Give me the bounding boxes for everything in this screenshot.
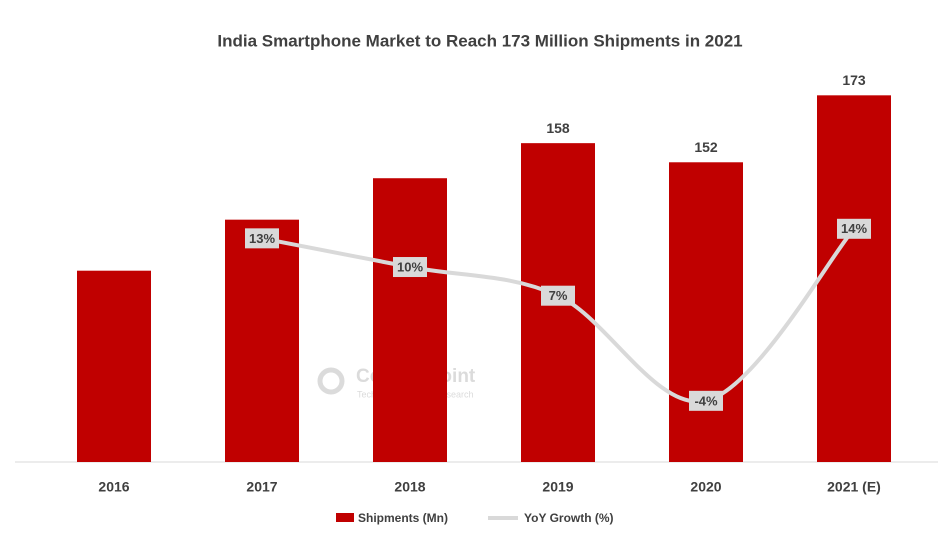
- x-tick-label: 2018: [394, 479, 425, 495]
- value-label: 14%: [841, 221, 867, 236]
- bar: [669, 162, 743, 462]
- x-tick-label: 2017: [246, 479, 277, 495]
- x-tick-label: 2020: [690, 479, 721, 495]
- value-label-box: [245, 228, 279, 249]
- bar: [373, 178, 447, 462]
- legend-swatch: [336, 513, 354, 522]
- value-label-box: [393, 257, 427, 278]
- x-tick-label: 2019: [542, 479, 573, 495]
- x-tick-label: 2016: [98, 479, 129, 495]
- value-label-box: [837, 218, 871, 239]
- bar: [817, 95, 891, 462]
- x-tick-label: 2021 (E): [827, 479, 881, 495]
- value-label: 13%: [249, 231, 275, 246]
- value-label: 173: [842, 72, 866, 88]
- chart-title: India Smartphone Market to Reach 173 Mil…: [217, 31, 742, 50]
- value-label-box: [689, 390, 723, 411]
- legend-label: YoY Growth (%): [524, 511, 614, 525]
- value-label: 10%: [397, 259, 423, 274]
- legend-label: Shipments (Mn): [358, 511, 448, 525]
- value-label: 7%: [549, 288, 568, 303]
- value-label: 152: [694, 139, 718, 155]
- bar: [225, 219, 299, 462]
- value-label: -4%: [694, 393, 718, 408]
- watermark-logo: [317, 367, 345, 395]
- value-label-box: [541, 285, 575, 306]
- value-label: 158: [546, 120, 570, 136]
- bar: [77, 270, 151, 462]
